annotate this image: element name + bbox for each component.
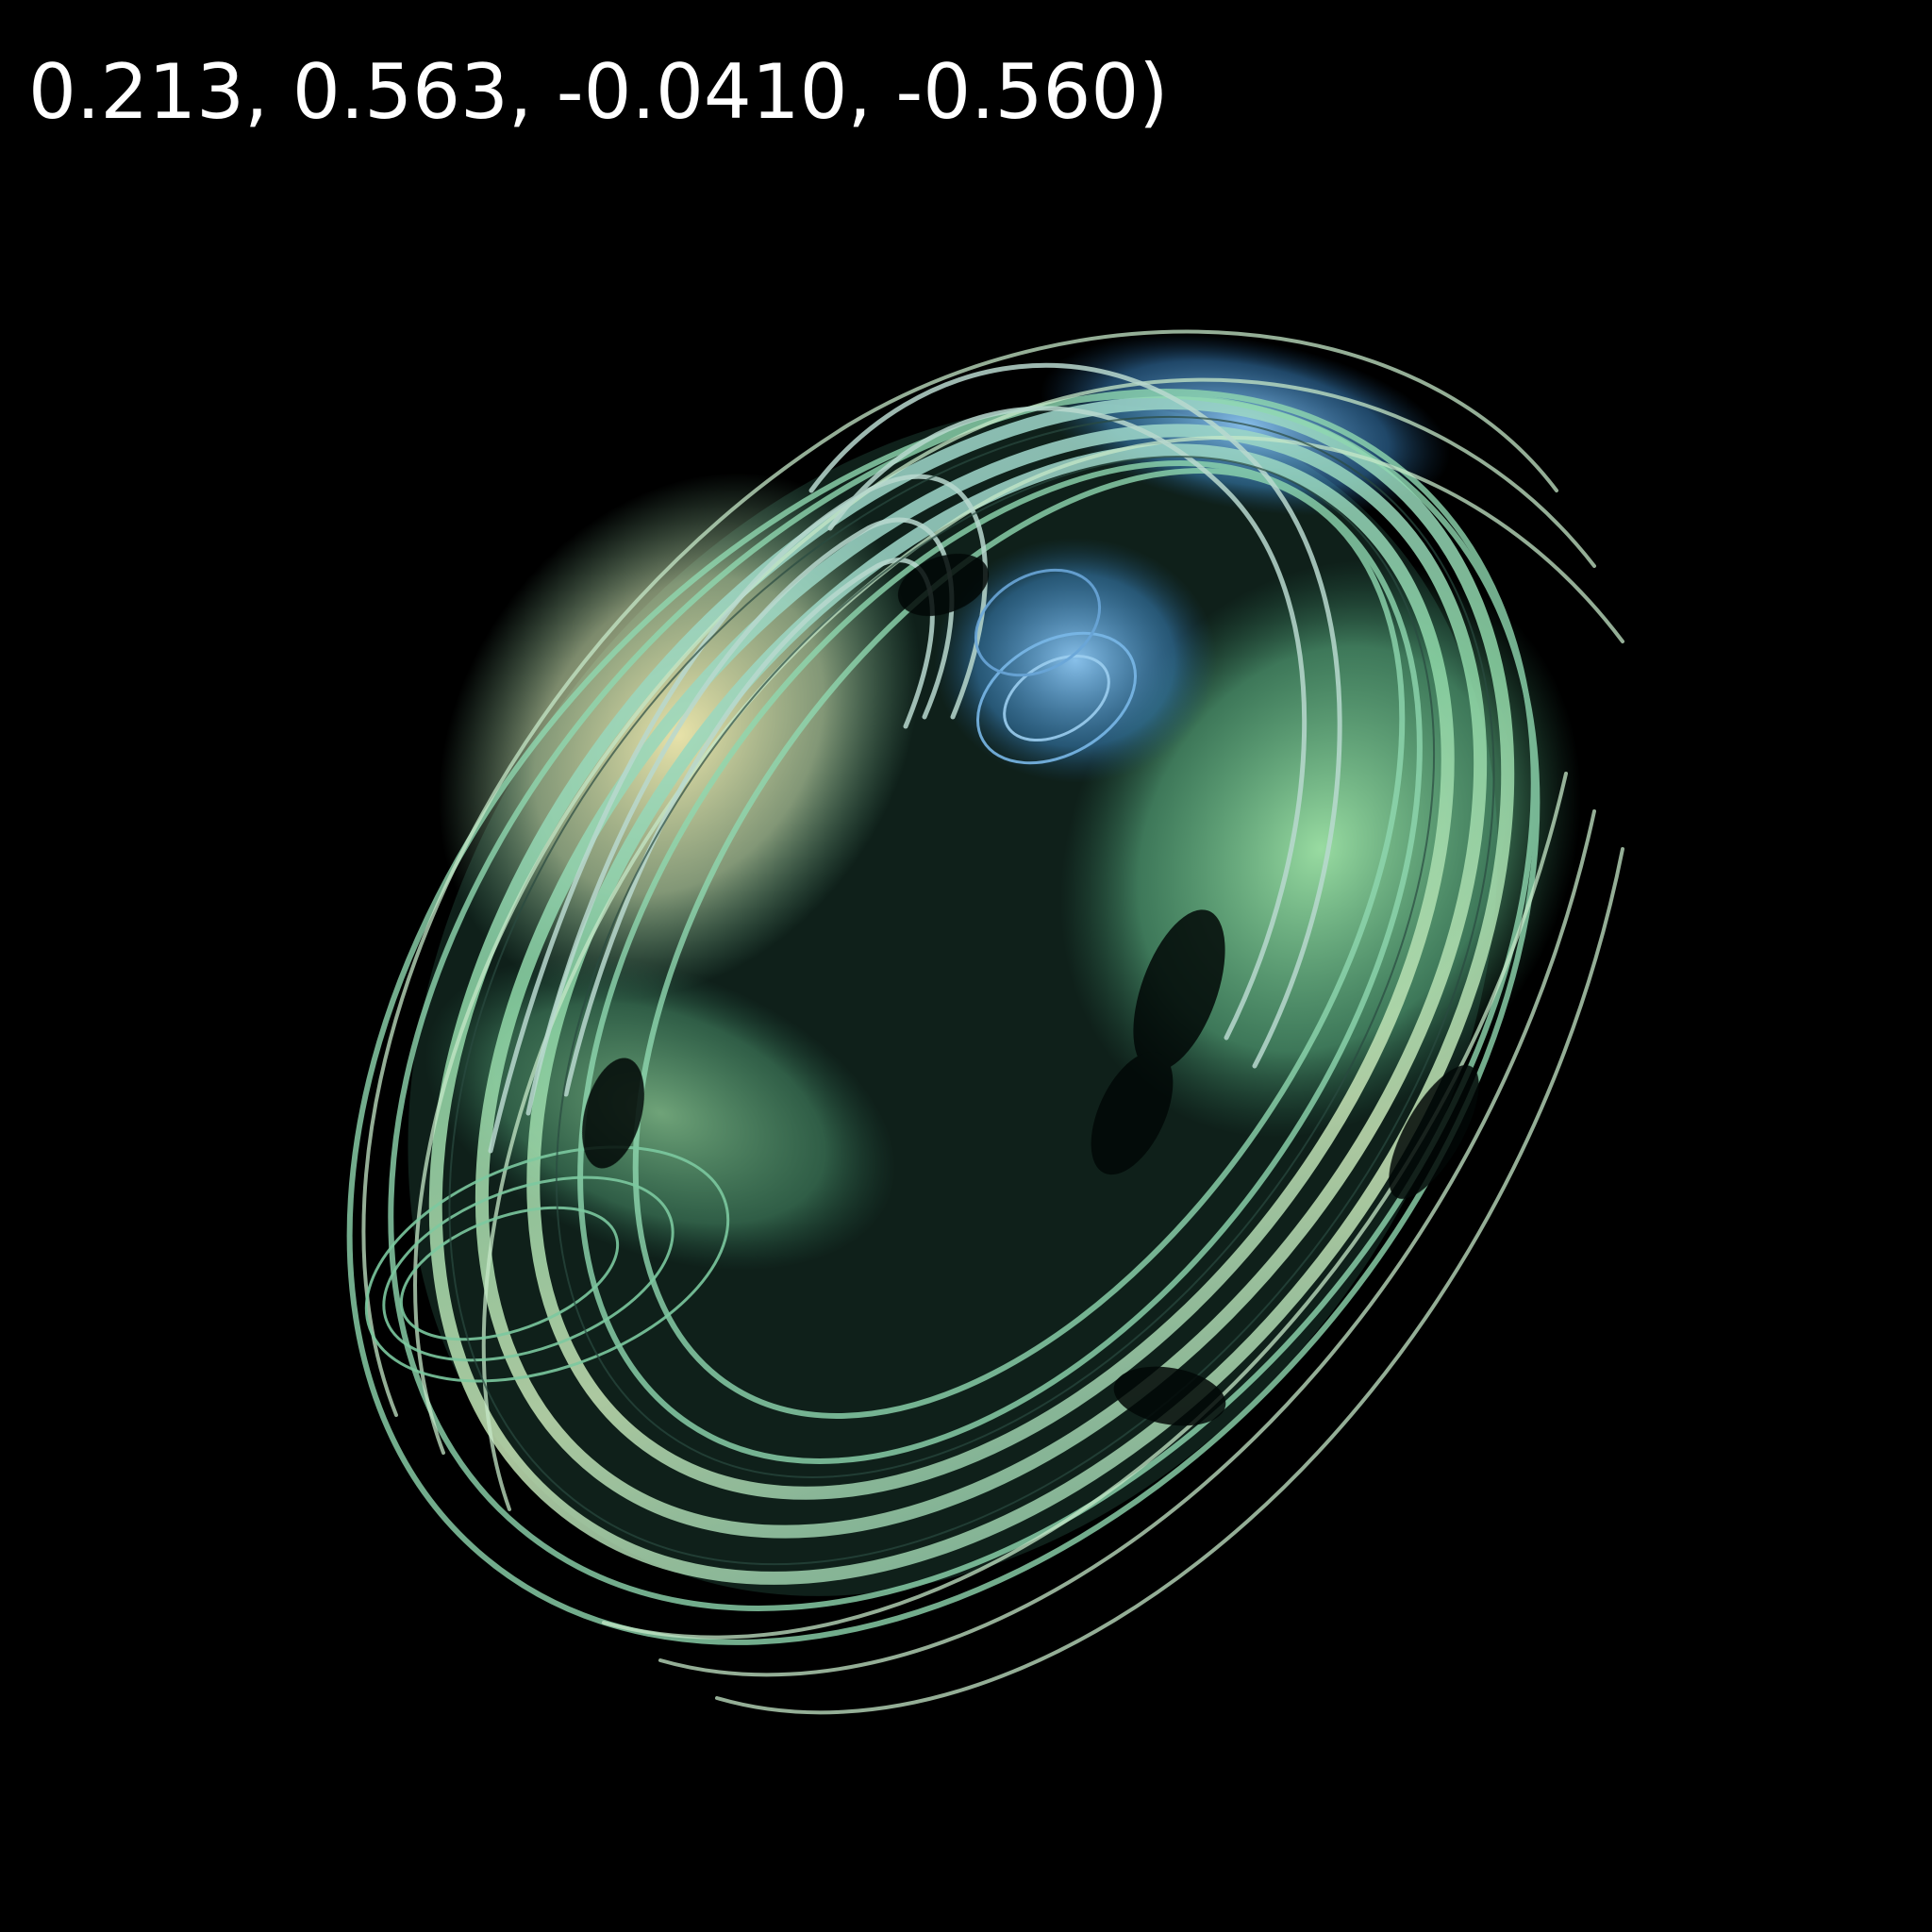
parameter-caption: 0.213, 0.563, -0.0410, -0.560) [28,48,1169,136]
attractor-bands [346,329,1624,1715]
attractor-gaps [582,554,1479,1426]
